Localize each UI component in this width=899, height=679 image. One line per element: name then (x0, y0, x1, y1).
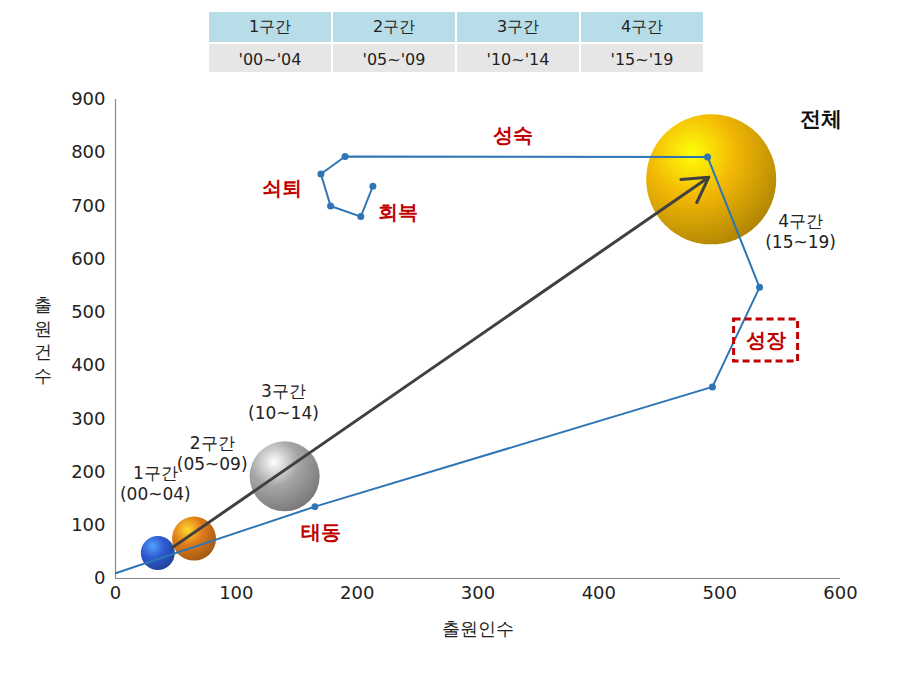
html-text:'10~'14: '10~'14 (486, 49, 550, 69)
svg-text:300: 300 (71, 408, 105, 429)
svg-text:100: 100 (71, 514, 105, 535)
html-text:'00~'04: '00~'04 (238, 49, 302, 69)
svg-text:900: 900 (71, 88, 105, 109)
html-text:(00~04): (00~04) (120, 484, 191, 505)
svg-text:0: 0 (110, 582, 121, 603)
html-text:3구간: 3구간 (496, 16, 540, 36)
html-text:1구간: 1구간 (133, 462, 178, 483)
html-text:4구간: 4구간 (620, 16, 664, 36)
svg-text:성장: 성장 (746, 328, 786, 352)
html-text:2구간: 2구간 (372, 16, 416, 36)
svg-text:500: 500 (71, 301, 105, 322)
svg-text:4구간(15~19): 4구간(15~19) (765, 211, 836, 252)
svg-text:400: 400 (582, 582, 616, 603)
svg-text:800: 800 (71, 141, 105, 162)
svg-text:전체: 전체 (800, 107, 842, 131)
svg-text:600: 600 (823, 582, 857, 603)
svg-text:200: 200 (340, 582, 374, 603)
svg-text:출원건수: 출원건수 (34, 294, 52, 385)
svg-text:100: 100 (219, 582, 253, 603)
svg-text:700: 700 (71, 195, 105, 216)
svg-text:성숙: 성숙 (493, 123, 533, 147)
svg-text:출원인수: 출원인수 (442, 618, 514, 639)
svg-text:600: 600 (71, 248, 105, 269)
html-text:'05~'09: '05~'09 (362, 49, 426, 69)
svg-text:0: 0 (94, 567, 105, 588)
svg-text:2구간(05~09): 2구간(05~09) (177, 433, 248, 474)
svg-text:200: 200 (71, 461, 105, 482)
svg-text:회복: 회복 (378, 200, 418, 224)
svg-text:500: 500 (702, 582, 736, 603)
svg-text:태동: 태동 (301, 520, 341, 544)
svg-text:3구간(10~14): 3구간(10~14) (248, 381, 319, 422)
html-text:1구간: 1구간 (248, 16, 292, 36)
svg-text:400: 400 (71, 354, 105, 375)
svg-text:쇠퇴: 쇠퇴 (262, 176, 302, 200)
html-text:'15~'19: '15~'19 (610, 49, 674, 69)
svg-text:300: 300 (461, 582, 495, 603)
